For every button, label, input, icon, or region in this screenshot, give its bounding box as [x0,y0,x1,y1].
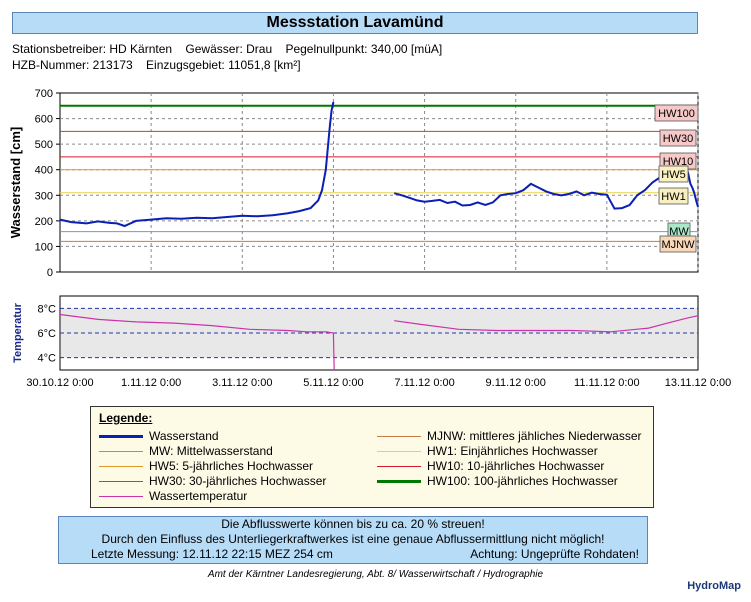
legend-item: Wassertemperatur [99,489,247,503]
x-tick-label: 5.11.12 0:00 [303,377,363,389]
y-axis-label: Wasserstand [cm] [8,127,23,239]
threshold-label-box [658,187,689,205]
series-wassertemperatur [59,313,335,371]
legend-swatch [377,466,421,468]
legend-swatch [99,466,143,468]
threshold-label-mw: MW [667,222,691,240]
y-tick-label: 400 [35,165,53,177]
series-wasserstand [59,101,335,228]
legend-swatch [99,451,143,453]
legend-title: Legende: [99,411,153,425]
y-tick-label: 300 [35,190,53,202]
legend-item: HW100: 100-jährliches Hochwasser [377,474,618,488]
legend-item: HW1: Einjährliches Hochwasser [377,444,598,458]
x-tick-label: 1.11.12 0:00 [121,377,181,389]
x-tick-label: 30.10.12 0:00 [26,377,93,389]
x-tick-label: 7.11.12 0:00 [394,377,454,389]
info-line2: Durch den Einfluss des Unterliegerkraftw… [101,532,605,546]
info-box: Die Abflusswerte können bis zu ca. 20 % … [58,516,648,564]
y-tick-label: 100 [35,241,53,253]
last-measurement: Letzte Messung: 12.11.12 22:15 MEZ 254 c… [91,547,333,561]
threshold-label-mjnw: MJNW [659,235,697,253]
legend-item: HW5: 5-jährliches Hochwasser [99,459,313,473]
y-tick-label: 600 [35,114,53,126]
temp-tick-label: 6°C [38,328,57,340]
threshold-label-hw1: HW1 [658,187,689,205]
legend-swatch [99,435,143,439]
threshold-label-box [659,235,697,253]
threshold-label-text: HW30 [663,133,694,145]
temperature-axis-label: Temperatur [12,302,24,362]
threshold-label-text: HW1 [661,191,685,203]
x-tick-label: 9.11.12 0:00 [486,377,546,389]
x-tick-label: 3.11.12 0:00 [212,377,272,389]
legend-swatch [99,496,143,498]
threshold-label-box [658,165,689,183]
raw-data-warning: Achtung: Ungeprüfte Rohdaten! [470,547,639,561]
temp-tick-label: 4°C [38,353,57,365]
legend-label: HW5: 5-jährliches Hochwasser [149,459,314,473]
threshold-label-box [654,104,699,122]
hydromap-logo: HydroMap [687,580,741,592]
x-tick-label: 11.11.12 0:00 [574,377,640,389]
legend-label: MJNW: mittleres jähliches Niederwasser [427,429,642,443]
legend-swatch [377,436,421,438]
threshold-label-text: MJNW [662,239,696,251]
legend: Legende: Wasserstand MW: Mittelwasserstan… [90,406,654,508]
legend-item: MJNW: mittleres jähliches Niederwasser [377,429,642,443]
legend-swatch [377,451,421,453]
threshold-label-box [659,129,697,147]
footer-credit: Amt der Kärntner Landesregierung, Abt. 8… [207,569,544,580]
station-info-line1: Stationsbetreiber: HD Kärnten Gewässer: … [12,42,443,56]
legend-label: HW30: 30-jährliches Hochwasser [149,474,327,488]
legend-item: HW10: 10-jährliches Hochwasser [377,459,604,473]
threshold-label-hw30: HW30 [659,129,697,147]
threshold-label-text: MW [669,226,689,238]
temp-tick-label: 8°C [38,303,57,315]
legend-label: Wasserstand [149,429,219,443]
legend-swatch [99,481,143,483]
legend-item: MW: Mittelwasserstand [99,444,273,458]
threshold-label-text: HW10 [663,156,694,168]
y-tick-label: 700 [35,88,53,100]
legend-label: MW: Mittelwasserstand [149,444,273,458]
info-line1: Die Abflusswerte können bis zu ca. 20 % … [221,517,485,531]
legend-label: HW10: 10-jährliches Hochwasser [427,459,605,473]
y-tick-label: 500 [35,139,53,151]
water-level-chart: 0 100 200 300 400 500 600 700 30.10.12 0:00 1.11.… [8,88,731,389]
threshold-label-hw100: HW100 [654,104,699,122]
legend-label: HW100: 100-jährliches Hochwasser [427,474,618,488]
water-level-plot-area [59,92,699,273]
x-tick-label: 13.11.12 0:00 [665,377,731,389]
legend-label: HW1: Einjährliches Hochwasser [427,444,598,458]
legend-swatch [377,480,421,484]
threshold-label-hw5: HW5 [658,165,689,183]
series-wassertemperatur [394,315,699,333]
y-tick-label: 200 [35,216,53,228]
legend-item: Wasserstand [99,429,219,443]
station-info-line2: HZB-Nummer: 213173 Einzugsgebiet: 11051,… [12,58,301,72]
legend-item: HW30: 30-jährliches Hochwasser [99,474,326,488]
threshold-label-text: HW5 [661,169,685,181]
legend-label: Wassertemperatur [149,489,248,503]
chart-title: Messstation Lavamünd [12,12,698,34]
threshold-label-text: HW100 [658,108,695,120]
y-tick-label: 0 [47,267,53,279]
